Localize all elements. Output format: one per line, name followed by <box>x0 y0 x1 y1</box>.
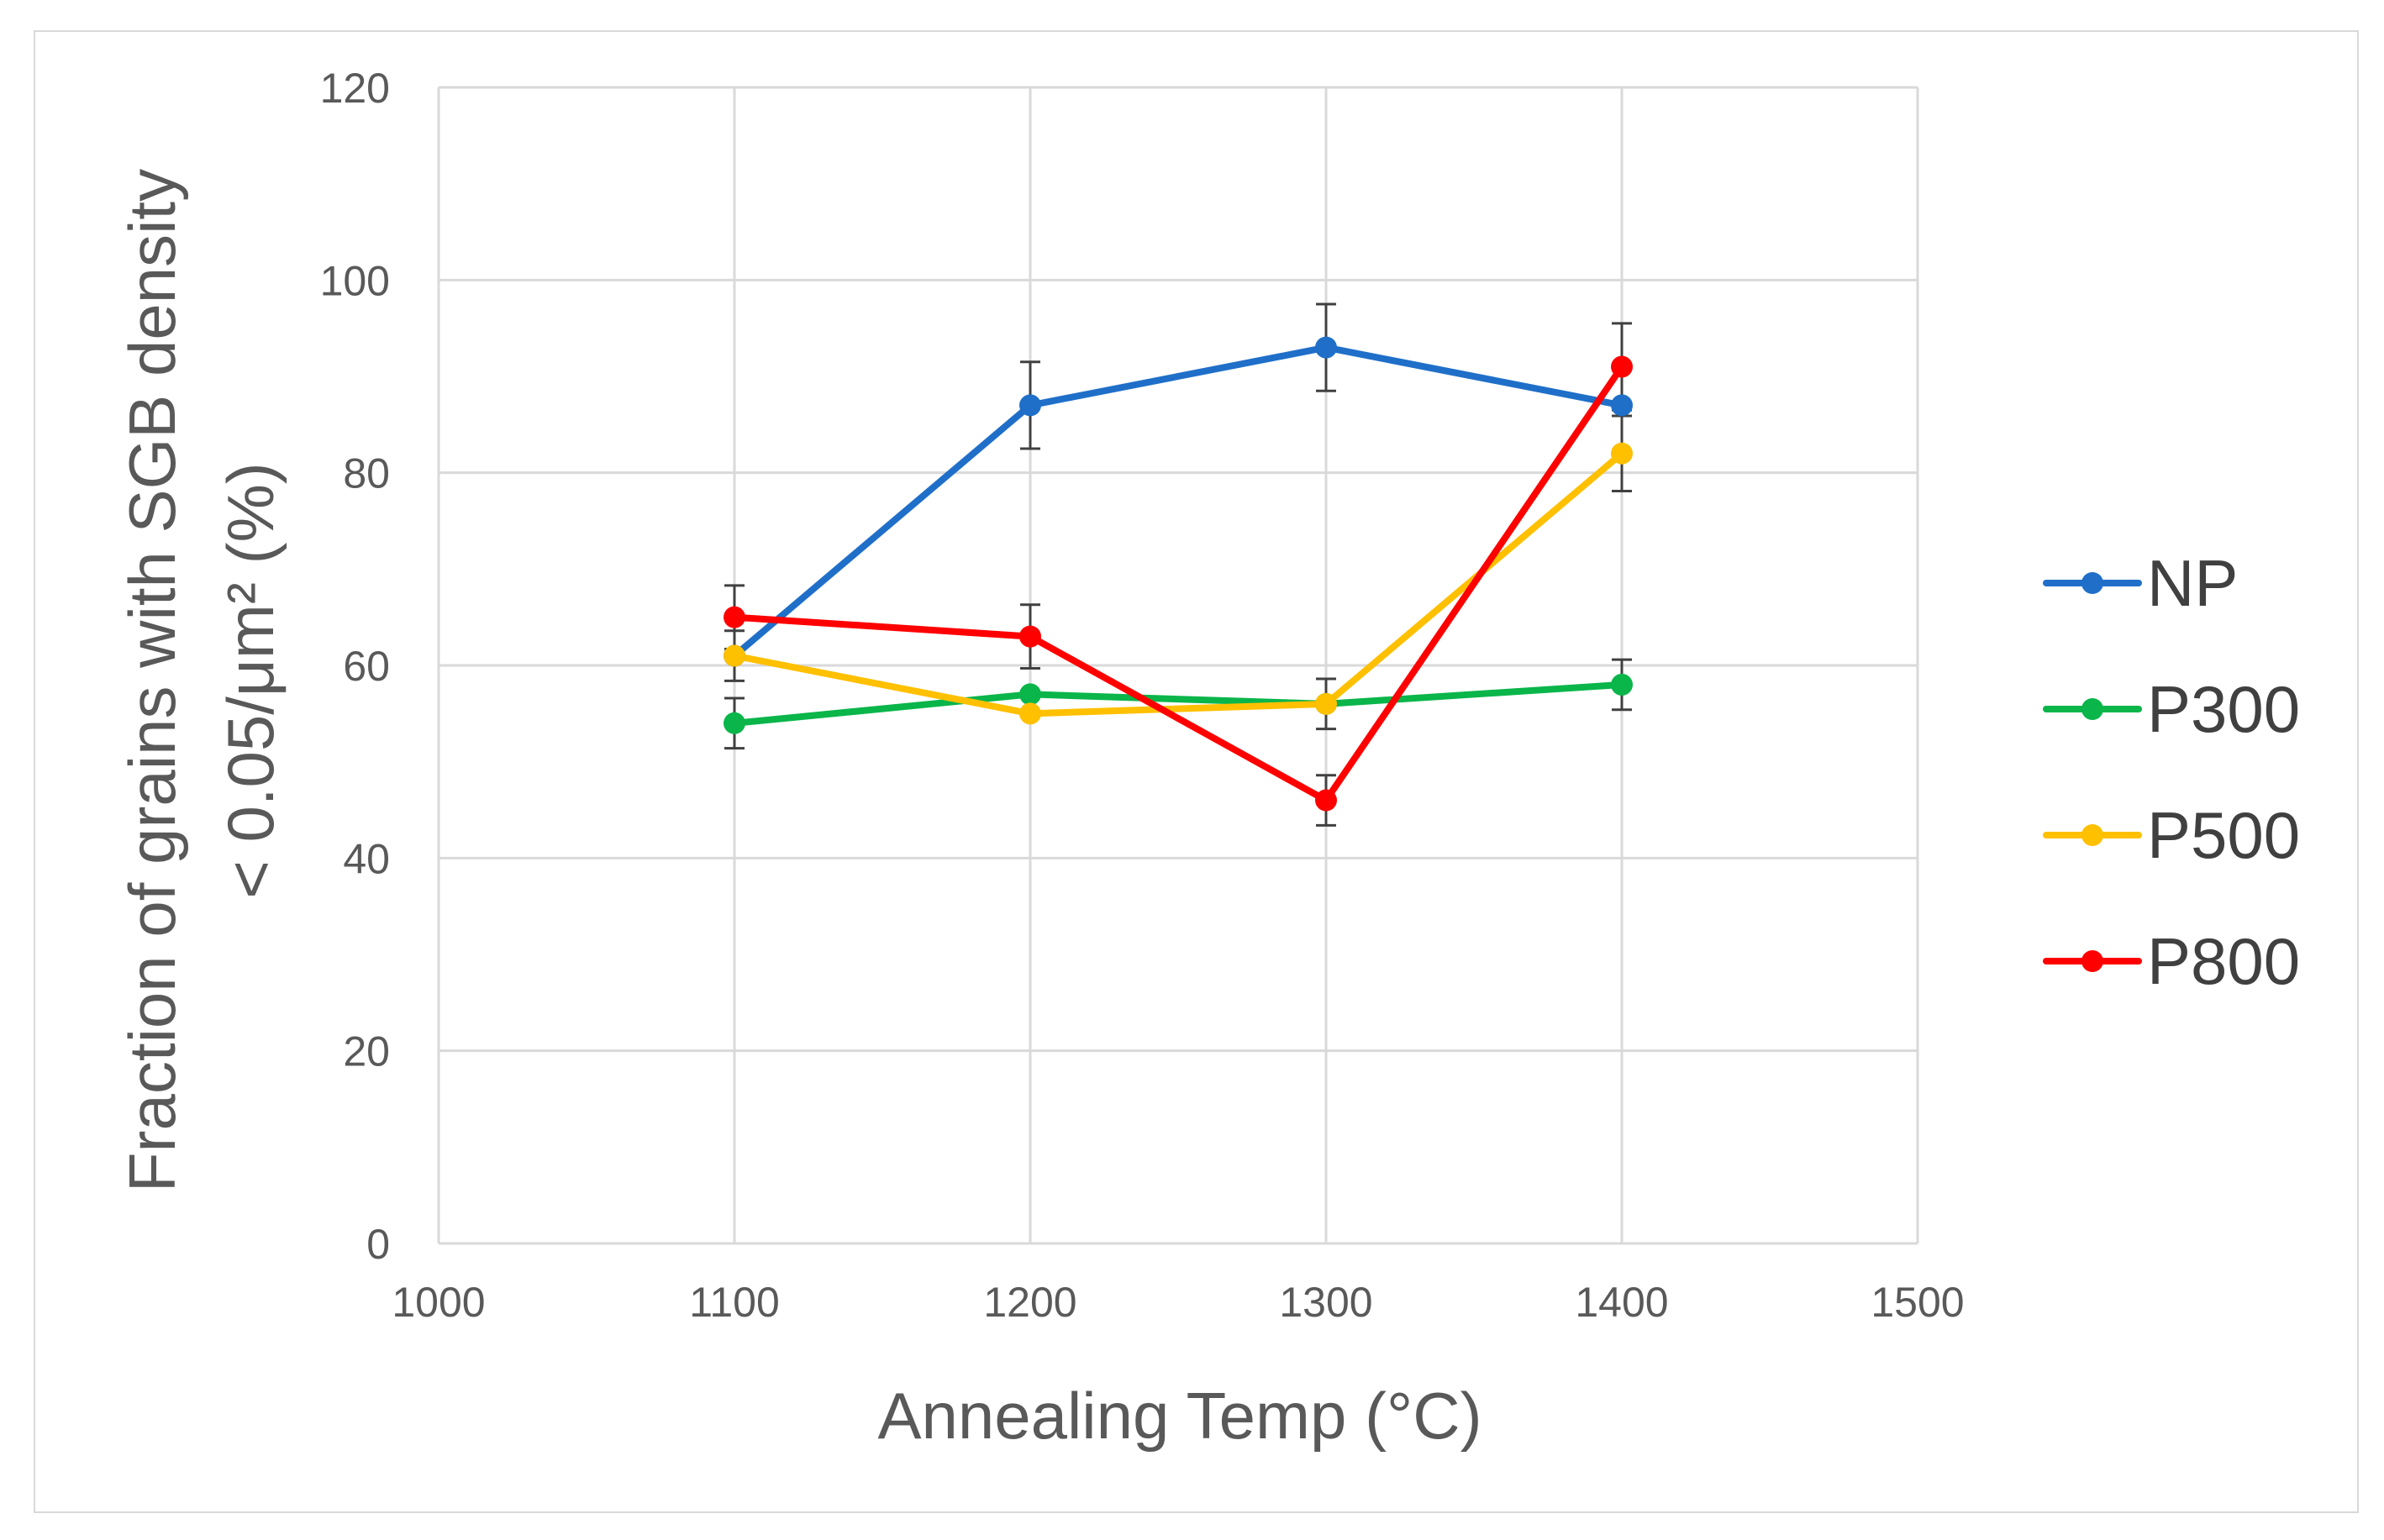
y-axis-ticks: 0 20 40 60 80 100 120 <box>320 65 390 1268</box>
x-tick-label-1200: 1200 <box>983 1279 1076 1326</box>
y-axis-title-line1: Fraction of grains with SGB density <box>115 169 189 1192</box>
chart-frame <box>34 30 2359 1513</box>
y-tick-label-40: 40 <box>343 835 390 882</box>
marker-np-1300 <box>1315 336 1337 359</box>
legend-label-np: NP <box>2147 546 2238 620</box>
x-axis-ticks: 1000 1100 1200 1300 1400 1500 <box>392 1279 1964 1326</box>
x-tick-label-1300: 1300 <box>1279 1279 1372 1326</box>
series-markers <box>724 336 1633 812</box>
marker-p500-1400 <box>1611 442 1633 465</box>
legend-marker-p800 <box>2081 950 2103 972</box>
marker-p300-1100 <box>724 712 745 734</box>
legend-marker-np <box>2081 572 2103 594</box>
x-tick-label-1100: 1100 <box>689 1279 780 1326</box>
marker-p800-1400 <box>1611 355 1633 378</box>
marker-p300-1200 <box>1019 683 1041 706</box>
marker-p800-1200 <box>1019 625 1041 648</box>
x-axis-title: Annealing Temp (°C) <box>877 1379 1481 1453</box>
y-tick-label-20: 20 <box>343 1028 390 1075</box>
y-tick-label-120: 120 <box>320 65 390 112</box>
x-tick-label-1400: 1400 <box>1575 1279 1668 1326</box>
x-tick-label-1500: 1500 <box>1871 1279 1964 1326</box>
marker-p300-1400 <box>1611 673 1633 696</box>
y-axis-title-line2: < 0.05/μm² (%) <box>213 462 287 899</box>
legend-marker-p500 <box>2081 824 2103 846</box>
marker-p500-1100 <box>724 644 745 667</box>
marker-p800-1300 <box>1315 789 1337 812</box>
marker-np-1400 <box>1611 394 1633 417</box>
y-tick-label-80: 80 <box>343 450 390 497</box>
series-line-np <box>731 344 1625 660</box>
y-tick-label-60: 60 <box>343 643 390 690</box>
marker-p800-1100 <box>724 606 745 628</box>
grid <box>437 86 1919 1245</box>
legend-label-p300: P300 <box>2147 672 2300 746</box>
legend-marker-p300 <box>2081 698 2103 720</box>
y-tick-label-0: 0 <box>366 1221 390 1268</box>
legend-label-p500: P500 <box>2147 798 2300 872</box>
y-tick-label-100: 100 <box>320 257 390 304</box>
series-line-p500 <box>731 449 1625 717</box>
series-lines <box>731 344 1625 804</box>
marker-np-1200 <box>1019 394 1041 417</box>
series-line-p800 <box>731 363 1625 804</box>
legend-label-p800: P800 <box>2147 924 2300 998</box>
legend: NP P300 P500 P800 <box>2043 546 2300 998</box>
marker-p500-1300 <box>1315 692 1337 715</box>
series-line-p300 <box>731 681 1625 727</box>
marker-p500-1200 <box>1019 702 1041 725</box>
x-tick-label-1000: 1000 <box>392 1279 485 1326</box>
